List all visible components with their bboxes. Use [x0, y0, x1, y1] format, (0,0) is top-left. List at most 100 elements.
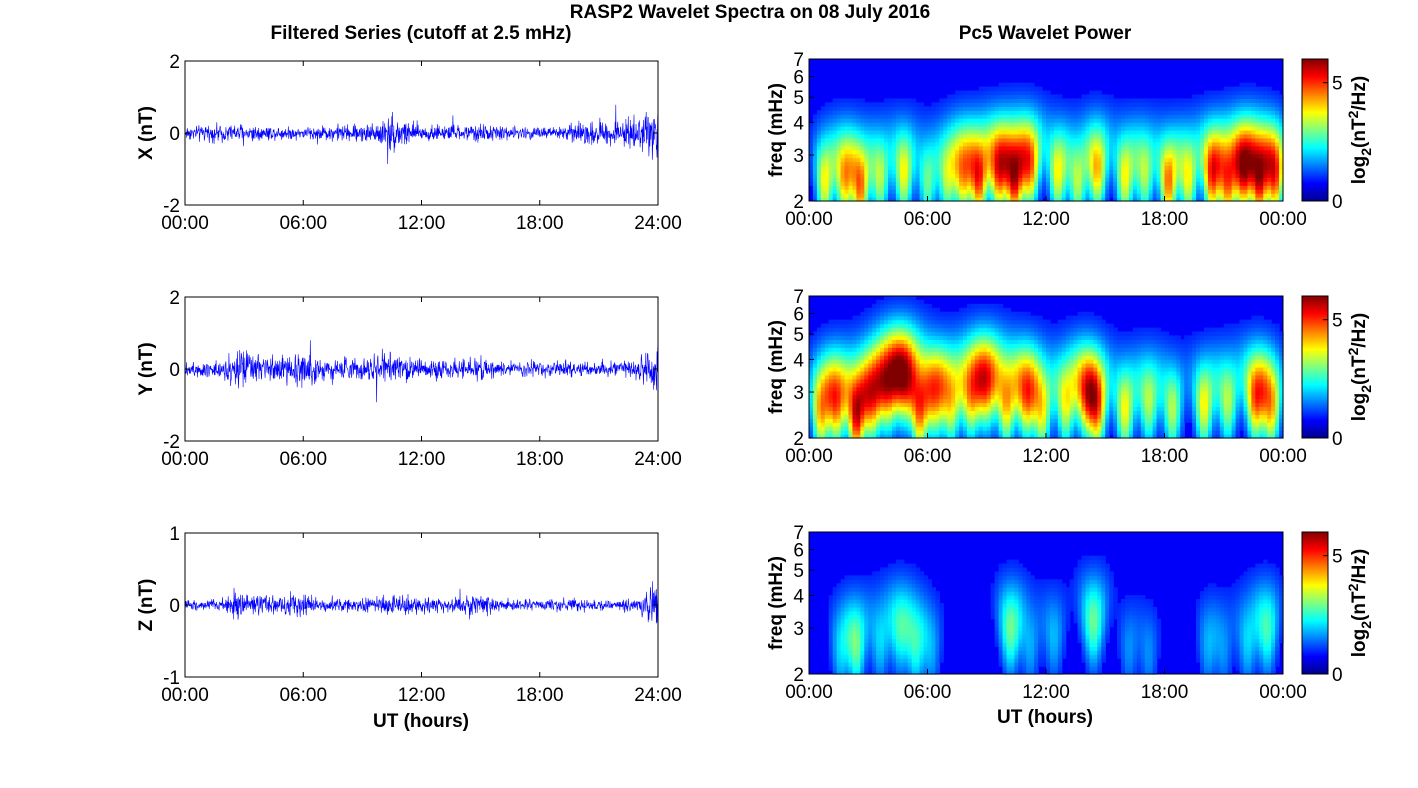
heatmap-cell [888, 169, 893, 174]
heatmap-cell [848, 386, 854, 392]
heatmap-cell [840, 406, 846, 411]
heatmap-cell [931, 114, 936, 119]
heatmap-cell [923, 327, 929, 333]
heatmap-cell [832, 378, 838, 384]
heatmap-cell [824, 390, 830, 396]
heatmap-cell [1196, 161, 1201, 167]
heatmap-cell [955, 394, 960, 400]
heatmap-cell [1168, 161, 1173, 167]
heatmap-cell [852, 165, 857, 171]
heatmap-cell [1271, 197, 1276, 202]
heatmap-cell [986, 307, 992, 313]
heatmap-cell [907, 157, 913, 163]
heatmap-cell [1018, 106, 1023, 111]
heatmap-cell [986, 402, 992, 408]
heatmap-cell [947, 169, 952, 174]
heatmap-cell [809, 386, 814, 392]
heatmap-cell [986, 315, 992, 321]
heatmap-cell [816, 141, 822, 147]
heatmap-cell [978, 169, 984, 174]
heatmap-cell [1255, 94, 1260, 100]
heatmap-cell [828, 189, 834, 194]
heatmap-cell [1002, 386, 1008, 392]
heatmap-cell [872, 402, 877, 408]
heatmap-cell [955, 323, 960, 329]
heatmap-cell [1065, 110, 1071, 115]
heatmap-cell [959, 398, 964, 404]
heatmap-cell [1010, 98, 1015, 103]
heatmap-cell [951, 165, 956, 171]
heatmap-cell [856, 430, 861, 435]
heatmap-cell [1038, 126, 1043, 131]
heatmap-cell [884, 374, 889, 380]
heatmap-cell [998, 173, 1004, 178]
heatmap-cell [872, 339, 877, 344]
heatmap-cell [943, 133, 948, 139]
heatmap-cell [844, 343, 850, 348]
heatmap-cell [978, 406, 984, 411]
heatmap-cell [876, 145, 881, 151]
heatmap-cell [888, 430, 893, 435]
heatmap-cell [1081, 189, 1087, 194]
heatmap-cell [1022, 197, 1027, 202]
heatmap-cell [907, 410, 913, 415]
heatmap-cell [943, 169, 948, 174]
heatmap-cell [907, 122, 913, 127]
heatmap-cell [1109, 102, 1114, 107]
heatmap-cell [864, 378, 869, 384]
heatmap-cell [836, 153, 842, 159]
heatmap-cell [1144, 145, 1150, 151]
heatmap-cell [844, 145, 850, 151]
heatmap-cell [1200, 141, 1205, 147]
heatmap-cell [1215, 133, 1221, 139]
heatmap-cell [1255, 157, 1260, 163]
heatmap-cell [888, 406, 893, 411]
heatmap-cell [915, 161, 921, 167]
heatmap-cell [824, 355, 830, 360]
heatmap-cell [832, 410, 838, 415]
heatmap-cell [1219, 177, 1225, 182]
heatmap-cell [1196, 133, 1201, 139]
heatmap-cell [895, 153, 901, 159]
heatmap-cell [903, 197, 909, 202]
heatmap-cell [927, 335, 933, 340]
heatmap-cell [1267, 153, 1272, 159]
heatmap-cell [982, 386, 988, 392]
heatmap-cell [832, 98, 838, 103]
heatmap-cell [809, 359, 814, 364]
heatmap-cell [1132, 173, 1138, 178]
heatmap-cell [884, 363, 889, 368]
heatmap-cell [864, 355, 869, 360]
heatmap-cell [1042, 173, 1047, 178]
heatmap-cell [1132, 181, 1138, 186]
heatmap-cell [935, 197, 940, 202]
heatmap-cell [911, 339, 917, 344]
heatmap-cell [1204, 110, 1209, 115]
heatmap-cell [1018, 133, 1023, 139]
heatmap-cell [899, 434, 905, 439]
heatmap-cell [856, 181, 861, 186]
heatmap-cell [1263, 94, 1268, 100]
heatmap-cell [1223, 137, 1229, 143]
heatmap-cell [923, 114, 929, 119]
heatmap-cell [1085, 114, 1091, 119]
heatmap-cell [974, 378, 980, 384]
heatmap-cell [1271, 122, 1276, 127]
heatmap-cell [888, 382, 893, 388]
heatmap-cell [1172, 161, 1177, 167]
heatmap-cell [959, 355, 964, 360]
heatmap-cell [888, 327, 893, 333]
heatmap-cell [903, 331, 909, 337]
heatmap-cell [891, 197, 897, 202]
heatmap-cell [923, 351, 929, 356]
heatmap-cell [939, 335, 944, 340]
heatmap-cell [860, 177, 865, 182]
heatmap-cell [1255, 114, 1260, 119]
heatmap-cell [903, 133, 909, 139]
heatmap-cell [943, 189, 948, 194]
heatmap-cell [1263, 181, 1268, 186]
heatmap-cell [927, 434, 933, 439]
heatmap-cell [963, 193, 968, 198]
heatmap-cell [1192, 169, 1197, 174]
heatmap-cell [1196, 165, 1201, 171]
